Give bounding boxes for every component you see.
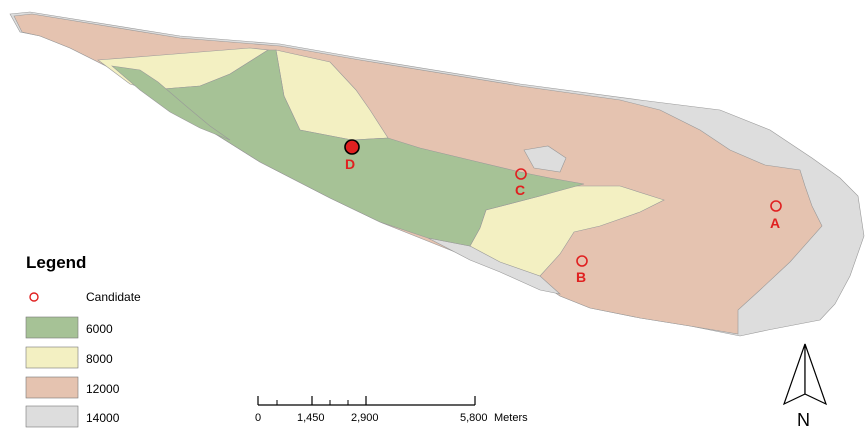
legend: Legend Candidate 6000 8000 12000 14000: [25, 253, 141, 428]
legend-swatch-6000: [25, 316, 79, 339]
scale-label-1450: 1,450: [297, 412, 325, 424]
legend-label-12000: 12000: [86, 382, 120, 396]
legend-title: Legend: [26, 253, 86, 272]
north-arrow-left-half: [782, 343, 806, 406]
north-arrow-icon: N: [782, 343, 828, 430]
candidate-d-label: D: [345, 156, 355, 172]
scale-label-5800: 5,800: [460, 412, 488, 424]
candidate-c-label: C: [515, 182, 525, 198]
scale-bar: 0 1,450 2,900 5,800 Meters: [255, 396, 528, 424]
candidate-b-marker[interactable]: [576, 255, 588, 267]
legend-candidate-symbol: [29, 292, 39, 302]
legend-label-6000: 6000: [86, 322, 113, 336]
north-arrow-right-half: [804, 343, 828, 406]
zone-6000: [111, 49, 585, 247]
zone-6000-core: [149, 49, 585, 247]
legend-candidate-label: Candidate: [86, 290, 141, 304]
legend-label-14000: 14000: [86, 411, 120, 425]
candidate-c-marker[interactable]: [515, 168, 527, 180]
legend-swatch-12000: [25, 376, 79, 399]
legend-swatch-14000: [25, 405, 79, 428]
candidate-b-label: B: [576, 269, 586, 285]
scale-unit-label: Meters: [494, 412, 528, 424]
candidate-a-marker[interactable]: [770, 200, 782, 212]
scale-label-2900: 2,900: [351, 412, 379, 424]
zone-8000-south: [469, 185, 665, 277]
scale-label-0: 0: [255, 412, 261, 424]
north-arrow-label: N: [797, 410, 810, 430]
zone-6000-strip: [111, 65, 231, 141]
candidates: A B C D: [344, 139, 782, 285]
candidate-d-marker[interactable]: [344, 139, 360, 155]
legend-swatch-8000: [25, 346, 79, 369]
legend-label-8000: 8000: [86, 352, 113, 366]
candidate-a-label: A: [770, 215, 780, 231]
zone-14000-notch: [523, 145, 567, 173]
